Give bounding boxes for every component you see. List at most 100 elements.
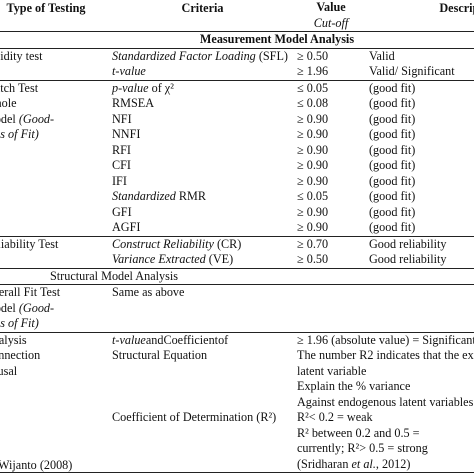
text-line: ≥ 0.90 [297, 112, 365, 128]
text: Explain the % variance [297, 379, 411, 393]
section-row: Measurement Model Analysis [0, 31, 474, 48]
table-row: Standardized RMR ≤ 0.05 (good fit) [0, 189, 474, 205]
criteria-cell: GFI [110, 205, 295, 221]
italic-text: ness of Fit) [0, 316, 39, 330]
text-line: Construct Reliability (CR) [112, 237, 293, 252]
value-cell: ≥ 0.70 [295, 235, 367, 252]
text: Good reliability [369, 252, 447, 266]
text-line: Good reliability [369, 237, 474, 252]
value-cell: ≥ 0.90 [295, 143, 367, 159]
text: Same as above [112, 285, 185, 299]
text: Model [0, 111, 16, 126]
text: (good fit) [369, 96, 416, 110]
text-line: Coefficient of Determination (R²) [112, 410, 293, 426]
text-line: ≥ 0.90 [297, 158, 365, 174]
value-cell: ≥ 0.90 [295, 158, 367, 174]
value-cell: ≥ 0.50 [295, 47, 367, 64]
type-cell: Validity test [0, 47, 110, 80]
table-body: Measurement Model Analysis Validity test S… [0, 31, 474, 473]
section-title: Structural Model Analysis [0, 267, 474, 285]
table-row: Variance Extracted (VE) ≥ 0.50 Good reliab… [0, 252, 474, 268]
text-line: Structural Equation [112, 348, 293, 364]
value-cell [295, 284, 367, 332]
text: ≥ 1.96 [297, 64, 329, 78]
text-line: (good fit) [369, 143, 474, 159]
criteria-cell: t-valueandCoefficientof Structural Equati… [110, 331, 295, 410]
italic-text: ness of Fit) [0, 127, 39, 141]
text-line: Overall Fit Test [0, 285, 108, 300]
type-cell: Match TestWholeModel (Good-ness of Fit) [0, 79, 110, 236]
type-cell: Reliability Test [0, 235, 110, 268]
text-line: Standardized RMR [112, 189, 293, 205]
text: (SFL) [255, 48, 288, 63]
description-cell: (good fit) [367, 220, 474, 236]
text: ≥ 0.70 [297, 236, 329, 251]
table-row: Match TestWholeModel (Good-ness of Fit)p… [0, 79, 474, 236]
description-cell: Good reliability [367, 235, 474, 252]
italic-text: Standardized Factor Loading [112, 48, 256, 63]
text-line: Against endogenous latent variables [297, 395, 474, 411]
text: Match Test [0, 80, 39, 95]
italic-text: (Good- [18, 300, 55, 315]
text: GFI [112, 204, 132, 219]
table-row: RFI ≥ 0.90 (good fit) [0, 143, 474, 159]
description-cell: Valid/ Significant [367, 64, 474, 80]
text: and [145, 332, 164, 347]
text-line: IFI [112, 174, 293, 190]
text-line: Valid [369, 49, 474, 64]
table-row: NFI ≥ 0.90 (good fit) [0, 112, 474, 128]
header-row: Type of Testing Criteria Value Cut-off De… [0, 0, 474, 32]
text: (good fit) [369, 158, 416, 172]
italic-text: p-value [112, 80, 149, 95]
text: ≥ 0.90 [297, 220, 329, 234]
text: (good fit) [369, 80, 416, 95]
text-line: ≥ 1.96 [297, 64, 365, 80]
table-row: Reliability Test Construct Reliability (C… [0, 235, 474, 268]
italic-text: et al. [351, 456, 376, 471]
value-cell: ≥ 0.90 [295, 220, 367, 236]
text-line: currently; R²> 0.5 = strong [297, 441, 474, 457]
text: ≥ 0.90 [297, 127, 329, 141]
description-cell: (good fit) [367, 96, 474, 112]
text: ≥ 0.90 [297, 111, 329, 126]
description-cell: (good fit) [367, 174, 474, 190]
text: Against endogenous latent variables [297, 394, 474, 409]
text-line: NFI [112, 112, 293, 128]
header-cell: Type of Testing [0, 0, 110, 32]
text-line: ≥ 0.90 [297, 143, 365, 159]
description-cell: (good fit) [367, 205, 474, 221]
text: NNFI [112, 127, 141, 141]
header-text: Value [316, 0, 346, 14]
text-line: ≤ 0.05 [297, 80, 365, 96]
text: Connection [0, 348, 41, 362]
italic-text: (Good- [18, 111, 55, 126]
text: ≤ 0.05 [297, 80, 329, 95]
criteria-cell: Standardized Factor Loading (SFL) [110, 47, 295, 64]
criteria-cell: t-value [110, 64, 295, 80]
value-cell: ≥ 0.90 [295, 127, 367, 143]
text-line: Causal [0, 364, 108, 380]
description-cell: (good fit) [367, 127, 474, 143]
criteria-cell: Coefficient of Determination (R²) [110, 410, 295, 473]
text: CFI [112, 158, 131, 172]
text: Coefficient [163, 332, 219, 347]
description-cell: (good fit) [367, 112, 474, 128]
criteria-cell: p-value of χ² [110, 79, 295, 96]
criteria-cell: Standardized RMR [110, 189, 295, 205]
italic-text: Variance Extracted [112, 252, 206, 266]
text-line: (good fit) [369, 112, 474, 128]
description-cell [367, 284, 474, 332]
text: (good fit) [369, 111, 416, 126]
text-line: ≥ 0.90 [297, 220, 365, 236]
header-text: Type of Testing [6, 1, 86, 15]
italic-text: Standardized [112, 189, 176, 203]
text-line: t-valueandCoefficientof [112, 332, 288, 348]
text-line: Match Test [0, 80, 108, 96]
text-line: Good reliability [369, 252, 474, 268]
section-row: Structural Model Analysis [0, 267, 474, 285]
text-line: Validity test [0, 49, 108, 64]
value-cell: ≤ 0.08 [295, 96, 367, 112]
criteria-cell: Same as above [110, 284, 295, 332]
